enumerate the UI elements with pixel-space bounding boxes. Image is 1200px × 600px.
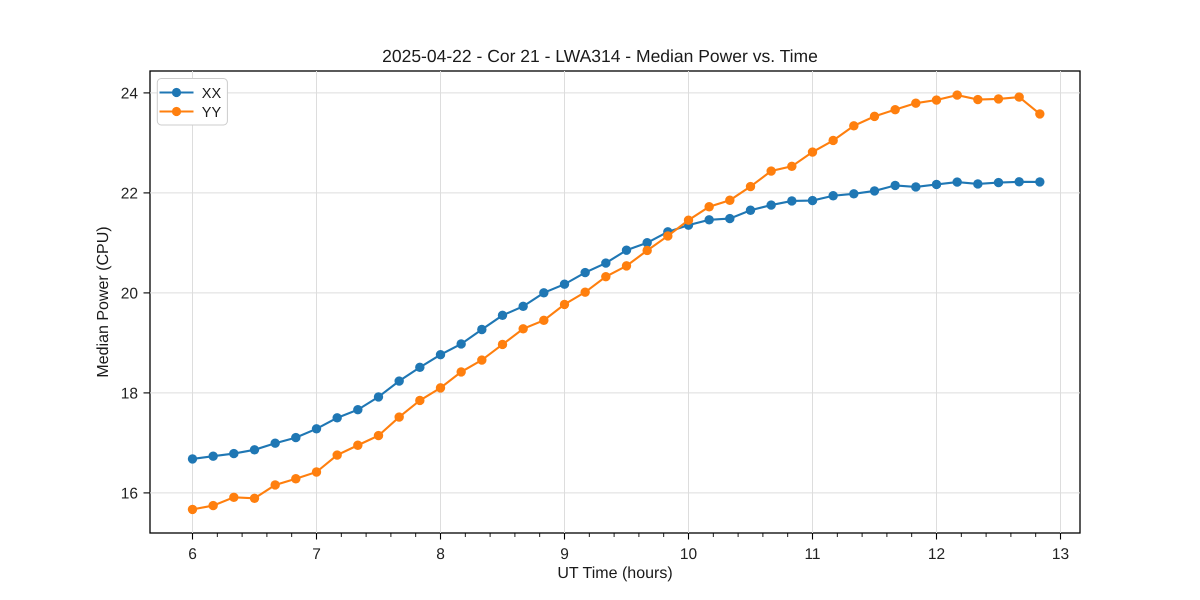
svg-text:22: 22	[121, 185, 138, 202]
svg-text:20: 20	[121, 285, 139, 302]
svg-text:8: 8	[436, 546, 445, 563]
svg-text:13: 13	[1052, 546, 1069, 563]
svg-text:YY: YY	[202, 105, 222, 121]
svg-text:UT Time (hours): UT Time (hours)	[557, 565, 672, 582]
svg-text:Median Power (CPU): Median Power (CPU)	[95, 226, 112, 377]
svg-text:12: 12	[928, 546, 945, 563]
svg-text:6: 6	[188, 546, 197, 563]
svg-text:10: 10	[680, 546, 698, 563]
svg-text:24: 24	[121, 85, 139, 102]
svg-text:9: 9	[560, 546, 569, 563]
svg-text:11: 11	[804, 546, 820, 563]
svg-text:7: 7	[312, 546, 321, 563]
svg-text:16: 16	[121, 485, 138, 502]
svg-text:18: 18	[121, 385, 138, 402]
svg-text:XX: XX	[202, 86, 222, 102]
svg-text:2025-04-22 - Cor 21 - LWA314 -: 2025-04-22 - Cor 21 - LWA314 - Median Po…	[382, 46, 818, 66]
